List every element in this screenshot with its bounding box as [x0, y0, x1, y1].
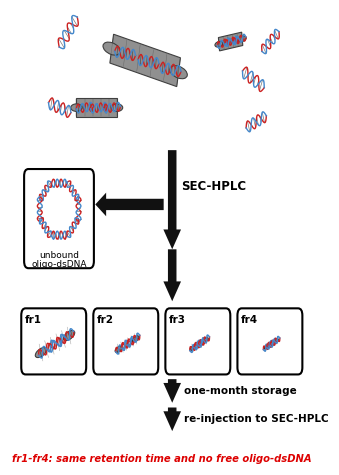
Polygon shape: [110, 34, 180, 86]
Polygon shape: [39, 326, 71, 362]
Ellipse shape: [264, 345, 268, 349]
Ellipse shape: [63, 331, 75, 341]
Polygon shape: [76, 98, 117, 117]
Text: fr3: fr3: [169, 315, 186, 325]
Ellipse shape: [35, 348, 47, 358]
Ellipse shape: [190, 346, 195, 350]
FancyBboxPatch shape: [24, 169, 94, 268]
Ellipse shape: [203, 338, 208, 342]
FancyBboxPatch shape: [93, 308, 158, 374]
Ellipse shape: [71, 104, 82, 112]
FancyBboxPatch shape: [237, 308, 302, 374]
Ellipse shape: [132, 336, 139, 342]
Ellipse shape: [238, 36, 246, 42]
Polygon shape: [95, 193, 164, 216]
Ellipse shape: [111, 104, 123, 112]
Ellipse shape: [215, 41, 223, 47]
Text: unbound: unbound: [39, 251, 79, 260]
Text: fr1: fr1: [25, 315, 42, 325]
Text: fr4: fr4: [241, 315, 258, 325]
FancyBboxPatch shape: [21, 308, 86, 374]
Ellipse shape: [115, 346, 122, 352]
Polygon shape: [265, 338, 277, 351]
Text: oligo-dsDNA: oligo-dsDNA: [32, 260, 87, 269]
Ellipse shape: [170, 66, 187, 79]
Polygon shape: [163, 408, 181, 431]
Text: one-month storage: one-month storage: [184, 386, 296, 396]
Text: re-injection to SEC-HPLC: re-injection to SEC-HPLC: [184, 414, 328, 424]
Ellipse shape: [274, 339, 278, 343]
Polygon shape: [192, 336, 206, 352]
Polygon shape: [163, 150, 181, 249]
Polygon shape: [163, 379, 181, 403]
Polygon shape: [117, 333, 137, 355]
Text: SEC-HPLC: SEC-HPLC: [181, 180, 246, 193]
Text: fr2: fr2: [97, 315, 114, 325]
FancyBboxPatch shape: [165, 308, 230, 374]
Polygon shape: [218, 32, 243, 51]
Text: fr1-fr4: same retention time and no free oligo-dsDNA: fr1-fr4: same retention time and no free…: [13, 455, 312, 465]
Ellipse shape: [103, 42, 120, 55]
Polygon shape: [163, 249, 181, 301]
